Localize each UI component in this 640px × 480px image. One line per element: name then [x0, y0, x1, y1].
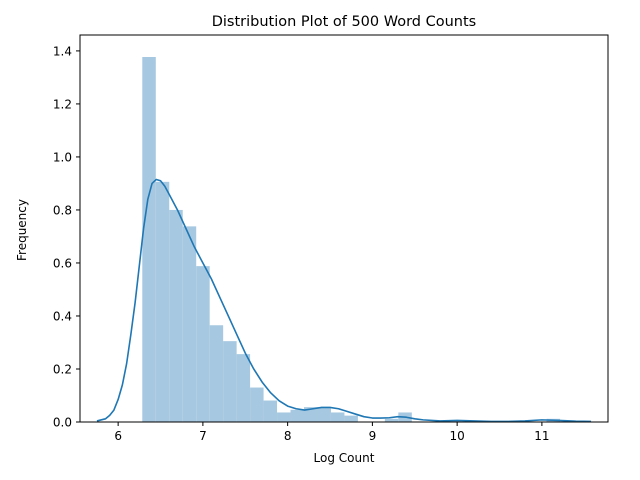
- x-tick-label: 10: [450, 429, 465, 443]
- y-tick-label: 1.4: [53, 44, 72, 58]
- histogram-bar: [384, 418, 399, 422]
- histogram-bar: [317, 407, 331, 422]
- x-axis: 6 7 8 9 10 11: [114, 422, 550, 443]
- plot-area: [96, 57, 592, 423]
- x-tick-label: 8: [284, 429, 292, 443]
- histogram-bar: [304, 407, 318, 422]
- histogram-bar: [155, 181, 170, 422]
- histogram-bar: [196, 266, 210, 422]
- histogram-bar: [290, 409, 304, 422]
- y-tick-label: 1.2: [53, 97, 72, 111]
- y-tick-label: 1.0: [53, 150, 72, 164]
- histogram-bar: [209, 325, 224, 422]
- x-tick-label: 9: [369, 429, 377, 443]
- histogram-bar: [330, 412, 345, 422]
- y-tick-label: 0.2: [53, 362, 72, 376]
- y-tick-label: 0.0: [53, 416, 72, 430]
- x-tick-label: 6: [114, 429, 122, 443]
- y-tick-label: 0.4: [53, 309, 72, 323]
- histogram-bar: [277, 412, 291, 422]
- axes-frame: [79, 34, 609, 423]
- histogram-bar: [263, 400, 278, 422]
- histogram-bar: [169, 209, 183, 422]
- x-axis-label: Log Count: [314, 451, 375, 465]
- kde-line: [96, 178, 592, 423]
- y-axis-label: Frequency: [15, 199, 29, 261]
- histogram-bar: [236, 354, 251, 422]
- histogram-bar: [223, 341, 237, 422]
- histogram-bar: [142, 57, 156, 422]
- x-tick-label: 11: [534, 429, 549, 443]
- histogram-bar: [182, 226, 197, 422]
- y-axis: 0.0 0.2 0.4 0.6 0.8 1.0 1.2 1.4: [53, 44, 80, 430]
- chart-title: Distribution Plot of 500 Word Counts: [212, 14, 477, 30]
- axes-border: [79, 34, 609, 423]
- histogram-bar: [250, 387, 264, 422]
- y-tick-label: 0.8: [53, 203, 72, 217]
- histogram-bar: [344, 415, 358, 422]
- x-tick-label: 7: [199, 429, 207, 443]
- y-tick-label: 0.6: [53, 256, 72, 270]
